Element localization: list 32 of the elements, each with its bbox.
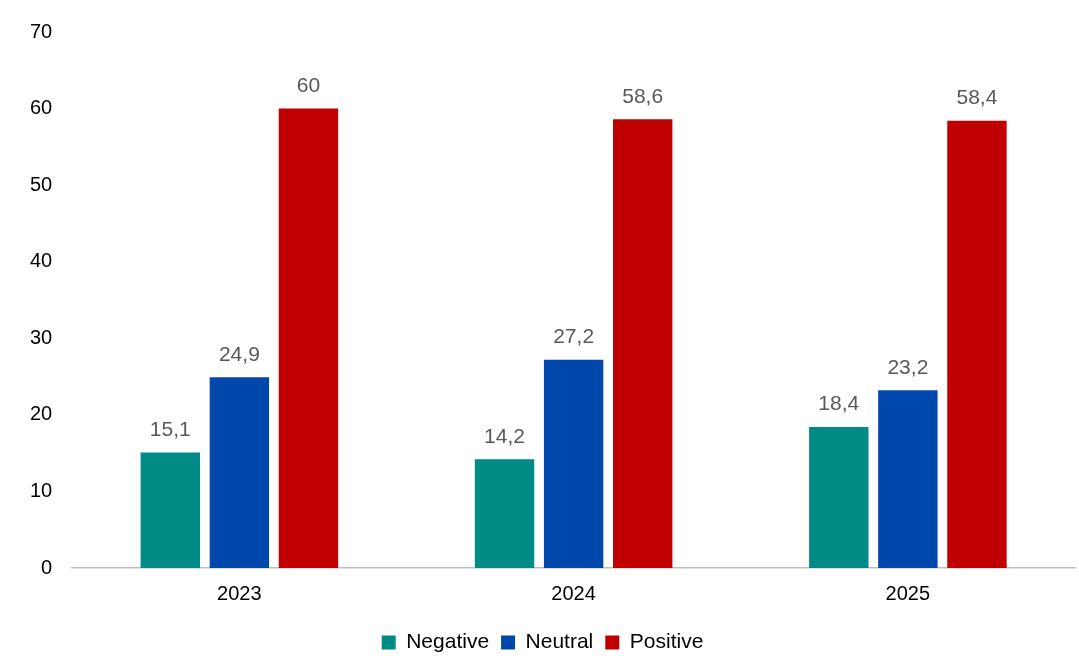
data-label: 15,1 [149,416,191,440]
data-label: 23,2 [887,354,929,378]
data-label: 18,4 [818,391,860,415]
y-tick-label: 0 [41,555,53,578]
y-tick-label: 20 [30,402,53,425]
y-tick-label: 30 [30,325,53,348]
bar [947,120,1007,568]
data-label: 14,2 [484,423,525,447]
y-tick-label: 50 [30,172,53,195]
legend-label: Neutral [525,629,594,653]
bar [543,359,604,568]
legend-label: Negative [406,629,490,653]
data-label: 24,9 [218,341,260,365]
bar [278,108,339,568]
data-label: 27,2 [553,324,595,348]
bar [613,119,673,568]
x-tick-label: 2024 [551,581,596,604]
bar [878,390,938,568]
y-tick-label: 60 [30,96,53,119]
x-tick-label: 2023 [217,581,262,604]
data-label: 58,4 [956,85,998,109]
bar [474,459,535,568]
bar [809,427,869,568]
legend-label: Positive [629,629,704,653]
bar [209,377,270,568]
y-tick-label: 10 [30,478,53,501]
y-tick-label: 40 [30,249,53,272]
data-label: 60 [296,72,321,96]
y-tick-label: 70 [30,19,53,42]
x-tick-label: 2025 [885,581,931,604]
data-label: 58,6 [622,83,664,107]
bar [140,452,200,568]
